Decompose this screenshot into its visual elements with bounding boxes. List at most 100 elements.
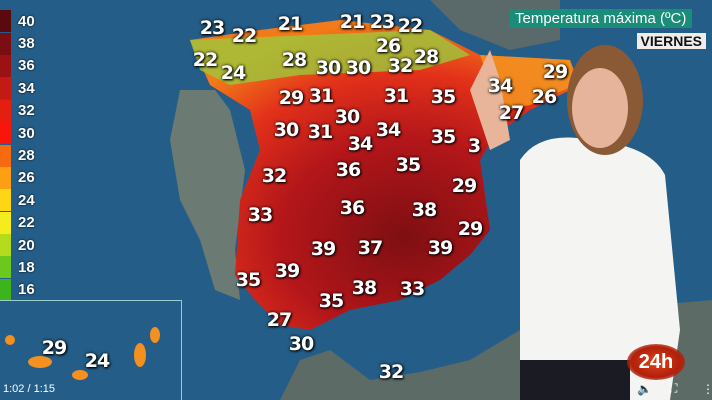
temperature-value: 39: [274, 260, 300, 282]
legend-row: 24: [0, 189, 44, 212]
legend-swatch: [0, 234, 11, 257]
temperature-value: 27: [498, 102, 524, 124]
temperature-value: 35: [395, 154, 421, 176]
canary-islands: [5, 327, 160, 380]
legend-label: 26: [18, 169, 35, 187]
legend-swatch: [0, 77, 11, 100]
legend-label: 38: [18, 35, 35, 53]
legend-label: 40: [18, 12, 35, 30]
temperature-value: 34: [375, 119, 401, 141]
northeast-orange: [480, 55, 575, 110]
legend-label: 32: [18, 102, 35, 120]
portugal-land: [170, 90, 245, 300]
temperature-value: 3: [467, 135, 481, 157]
temperature-value: 36: [335, 159, 361, 181]
more-icon[interactable]: ⋮: [702, 382, 712, 396]
north-coast-green: [190, 30, 470, 85]
temperature-value: 35: [318, 290, 344, 312]
temperature-value: 29: [451, 175, 477, 197]
temperature-value: 37: [357, 237, 383, 259]
temperature-value: 30: [334, 106, 360, 128]
temperature-legend: 40 38 36 34 32 30 28 26 24 22 20 18 16: [0, 10, 44, 301]
temperature-value: 36: [339, 197, 365, 219]
temperature-value: 31: [308, 85, 334, 107]
video-controls: 1:02 / 1:15: [0, 378, 712, 400]
legend-swatch: [0, 144, 11, 167]
temperature-value: 21: [339, 11, 365, 33]
legend-swatch: [0, 256, 11, 279]
temperature-value: 34: [487, 75, 513, 97]
temperature-value: 27: [266, 309, 292, 331]
temperature-value: 22: [397, 15, 423, 37]
temperature-value: 32: [261, 165, 287, 187]
temperature-value: 29: [41, 337, 67, 359]
legend-swatch: [0, 278, 11, 301]
legend-row: 20: [0, 234, 44, 257]
temperature-value: 29: [278, 87, 304, 109]
legend-label: 18: [18, 258, 35, 276]
temperature-value: 39: [427, 237, 453, 259]
presenter: [470, 45, 680, 400]
legend-row: 26: [0, 166, 44, 189]
temperature-value: 24: [220, 62, 246, 84]
temperature-value: 30: [315, 57, 341, 79]
legend-row: 34: [0, 77, 44, 100]
volume-icon[interactable]: 🔈: [637, 382, 652, 396]
legend-swatch: [0, 32, 11, 55]
legend-row: 22: [0, 211, 44, 234]
canary-inset-frame: [0, 300, 182, 400]
legend-row: 36: [0, 54, 44, 77]
legend-label: 16: [18, 281, 35, 299]
legend-row: 30: [0, 122, 44, 145]
legend-label: 28: [18, 147, 35, 165]
temperature-value: 26: [375, 35, 401, 57]
temperature-value: 26: [531, 86, 557, 108]
temperature-value: 22: [231, 25, 257, 47]
legend-row: 32: [0, 99, 44, 122]
temperature-value: 29: [457, 218, 483, 240]
temperature-value: 29: [542, 61, 568, 83]
legend-row: 28: [0, 144, 44, 167]
legend-label: 34: [18, 79, 35, 97]
temperature-value: 34: [347, 133, 373, 155]
channel-logo: 24h: [627, 344, 685, 380]
temperature-value: 23: [199, 17, 225, 39]
temperature-value: 31: [307, 121, 333, 143]
temperature-value: 28: [281, 49, 307, 71]
legend-swatch: [0, 10, 11, 33]
temperature-value: 23: [369, 11, 395, 33]
temperature-value: 32: [387, 55, 413, 77]
temperature-value: 38: [351, 277, 377, 299]
temperature-value: 30: [288, 333, 314, 355]
day-label: VIERNES: [636, 33, 706, 49]
fullscreen-icon[interactable]: ⛶: [669, 381, 678, 395]
temperature-value: 22: [192, 49, 218, 71]
temperature-value: 30: [273, 119, 299, 141]
legend-label: 22: [18, 214, 35, 232]
legend-swatch: [0, 189, 11, 212]
legend-label: 36: [18, 57, 35, 75]
temperature-value: 39: [310, 238, 336, 260]
temperature-value: 24: [84, 350, 110, 372]
legend-row: 18: [0, 256, 44, 279]
temperature-value: 33: [399, 278, 425, 300]
legend-swatch: [0, 166, 11, 189]
legend-swatch: [0, 99, 11, 122]
temperature-value: 30: [345, 57, 371, 79]
legend-row: 16: [0, 278, 44, 301]
temperature-value: 32: [378, 361, 404, 383]
temperature-value: 35: [430, 86, 456, 108]
legend-label: 24: [18, 191, 35, 209]
temperature-value: 31: [383, 85, 409, 107]
time-display: 1:02 / 1:15: [3, 383, 55, 395]
temperature-value: 35: [235, 269, 261, 291]
legend-swatch: [0, 54, 11, 77]
legend-swatch: [0, 211, 11, 234]
temperature-value: 38: [411, 199, 437, 221]
legend-swatch: [0, 122, 11, 145]
legend-row: 40: [0, 10, 44, 33]
temperature-value: 28: [413, 46, 439, 68]
temperature-value: 21: [277, 13, 303, 35]
legend-label: 30: [18, 124, 35, 142]
